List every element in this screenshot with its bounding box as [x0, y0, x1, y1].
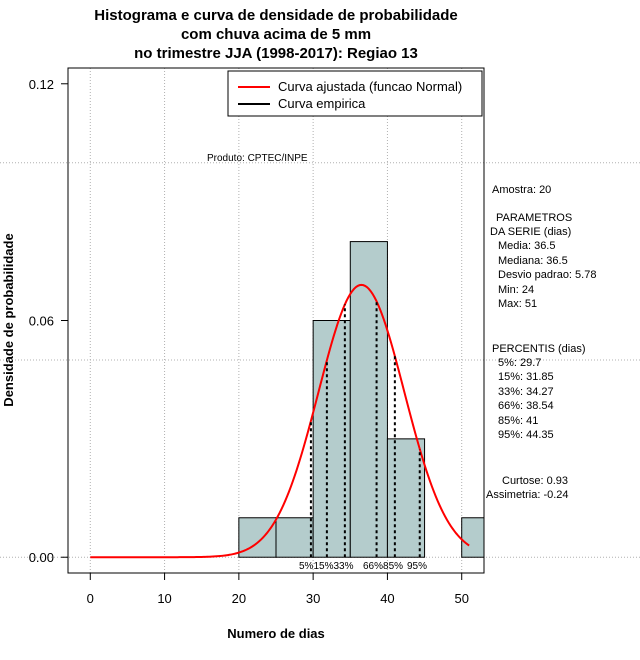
stat-p85: 85%: 41	[498, 415, 538, 427]
x-tick-label-0: 0	[87, 591, 94, 606]
x-axis: 0 10 20 30 40 50	[87, 572, 469, 606]
x-tick-label-1: 10	[157, 591, 171, 606]
percentile-tag-high: 95%	[407, 561, 427, 572]
stat-max: Max: 51	[498, 298, 537, 310]
stat-p15: 15%: 31.85	[498, 371, 554, 383]
legend-fitted-label: Curva ajustada (funcao Normal)	[278, 79, 462, 94]
stat-percentis-title: PERCENTIS (dias)	[492, 343, 586, 355]
x-axis-title: Numero de dias	[227, 626, 325, 641]
y-tick-label-1: 0.06	[29, 314, 54, 329]
stat-media: Media: 36.5	[498, 240, 555, 252]
produto-label: Produto: CPTEC/INPE	[207, 153, 308, 164]
x-tick-label-5: 50	[454, 591, 468, 606]
y-axis: 0.00 0.06 0.12	[29, 77, 69, 565]
stat-p66: 66%: 38.54	[498, 400, 554, 412]
stat-parametros-title-2: DA SERIE (dias)	[490, 226, 571, 238]
percentile-lines	[309, 301, 421, 558]
legend-box	[227, 70, 483, 117]
stat-min: Min: 24	[498, 284, 534, 296]
histogram-bar-2	[312, 320, 351, 558]
chart-title-line-3: no trimestre JJA (1998-2017): Regiao 13	[134, 45, 418, 62]
legend: Curva ajustada (funcao Normal) Curva emp…	[227, 70, 483, 117]
x-tick-label-4: 40	[380, 591, 394, 606]
stat-p33: 33%: 34.27	[498, 386, 554, 398]
stat-p5: 5%: 29.7	[498, 357, 541, 369]
x-tick-label-3: 30	[306, 591, 320, 606]
fitted-normal-curve	[90, 283, 470, 559]
stat-amostra: Amostra: 20	[492, 184, 551, 196]
y-tick-label-2: 0.12	[29, 77, 54, 92]
percentile-tag-mid: 66%85%	[363, 561, 403, 572]
histogram-bar-3	[349, 241, 388, 558]
histogram-bars	[238, 241, 484, 558]
histogram-bar-1	[275, 517, 314, 558]
stat-assimetria: Assimetria: -0.24	[486, 489, 569, 501]
stat-parametros-title-1: PARAMETROS	[496, 212, 572, 224]
chart-title-line-1: Histograma e curva de densidade de proba…	[94, 7, 457, 24]
statistics-panel: Amostra: 20 PARAMETROS DA SERIE (dias) M…	[486, 184, 596, 501]
stat-curtose: Curtose: 0.93	[502, 475, 568, 487]
stat-mediana: Mediana: 36.5	[498, 255, 568, 267]
curves	[90, 283, 470, 559]
stat-p95: 95%: 44.35	[498, 429, 554, 441]
percentile-tag-low: 5%15%33%	[299, 561, 354, 572]
histogram-bar-4	[386, 438, 426, 558]
y-tick-label-0: 0.00	[29, 550, 54, 565]
legend-empirical-label: Curva empirica	[278, 96, 366, 111]
x-tick-label-2: 20	[232, 591, 246, 606]
chart-title-line-2: com chuva acima de 5 mm	[181, 26, 371, 43]
y-axis-title: Densidade de probabilidade	[1, 233, 16, 406]
stat-desvio: Desvio padrao: 5.78	[498, 269, 596, 281]
histogram-bar-6	[461, 517, 484, 558]
